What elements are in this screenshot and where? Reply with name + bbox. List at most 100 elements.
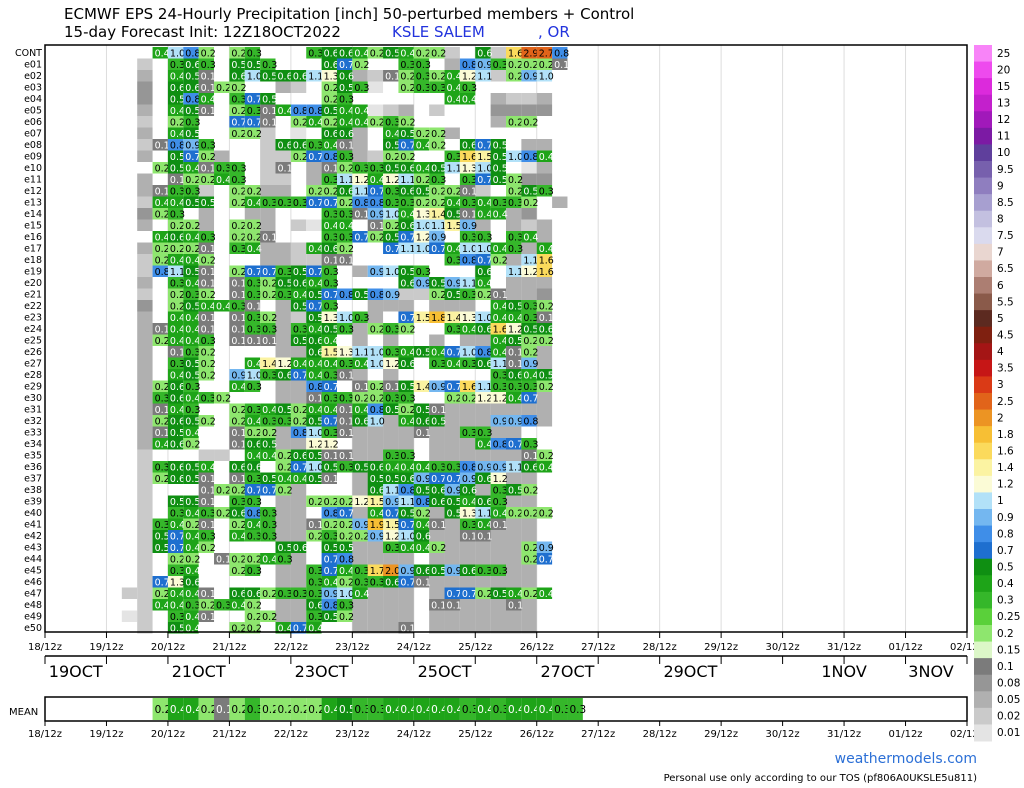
heatmap-cell xyxy=(275,553,291,565)
cell-value-label: 1.1 xyxy=(170,267,185,278)
cell-value-label: 0.1 xyxy=(231,428,246,439)
cell-value-label: 0.3 xyxy=(339,324,354,335)
faint-cell xyxy=(506,576,522,588)
heatmap-cell xyxy=(336,518,353,530)
heatmap-cell xyxy=(367,219,384,231)
heatmap-cell xyxy=(459,150,476,162)
cell-value-label: 0.4 xyxy=(185,163,200,174)
cell-value-label: 0.4 xyxy=(354,405,369,416)
cell-value-label: 0.6 xyxy=(416,566,431,577)
cell-value-label: 0.4 xyxy=(539,152,554,163)
heatmap-cell xyxy=(506,346,522,358)
faint-cell xyxy=(352,70,368,82)
heatmap-cell xyxy=(536,449,553,461)
date-label: 1NOV xyxy=(821,662,866,681)
faint-cell xyxy=(290,242,307,254)
heatmap-cell xyxy=(244,610,261,622)
cell-value-label: 0.3 xyxy=(416,71,431,82)
mean-cell xyxy=(275,698,291,720)
cell-value-label: 0.3 xyxy=(185,186,200,197)
mean-cell xyxy=(260,698,276,720)
cell-value-label: 0.7 xyxy=(324,416,339,427)
heatmap-cell xyxy=(260,93,276,105)
heatmap-cell xyxy=(167,242,184,254)
cell-value-label: 0.8 xyxy=(339,290,354,301)
cell-value-label: 0.4 xyxy=(493,347,508,358)
heatmap-cell xyxy=(306,277,322,289)
cell-value-label: 0.2 xyxy=(231,232,246,243)
heatmap-cell xyxy=(167,47,184,59)
faint-cell xyxy=(137,242,153,254)
faint-cell xyxy=(398,610,414,622)
cell-value-label: 0.3 xyxy=(447,152,462,163)
cell-value-label: 0.4 xyxy=(247,198,262,209)
heatmap-cell xyxy=(336,47,353,59)
cell-value-label: 0.3 xyxy=(293,198,308,209)
heatmap-cell xyxy=(306,622,322,634)
heatmap-cell xyxy=(167,507,184,519)
heatmap-cell xyxy=(152,185,168,197)
heatmap-cell xyxy=(167,495,184,507)
member-label: e50 xyxy=(24,623,42,634)
cell-value-label: 0.3 xyxy=(170,359,185,370)
heatmap-cell xyxy=(167,277,184,289)
heatmap-cell xyxy=(260,311,276,323)
cell-value-label: 0.4 xyxy=(185,428,200,439)
faint-cell xyxy=(306,173,322,185)
cell-value-label: 0.5 xyxy=(354,462,369,473)
cell-value-label: 0.4 xyxy=(493,313,508,324)
heatmap-cell xyxy=(198,357,215,369)
heatmap-cell xyxy=(183,104,199,116)
heatmap-cell xyxy=(183,587,199,599)
cell-value-label: 0.2 xyxy=(324,94,339,105)
heatmap-cell xyxy=(321,392,337,404)
heatmap-cell xyxy=(336,461,353,473)
cell-value-label: 0.7 xyxy=(339,508,354,519)
legend-swatch xyxy=(974,293,992,311)
heatmap-cell xyxy=(367,208,384,220)
heatmap-cell xyxy=(521,369,537,381)
cell-value-label: 1.0 xyxy=(477,163,492,174)
faint-cell xyxy=(137,219,153,231)
site-link[interactable]: weathermodels.com xyxy=(835,751,977,767)
cell-value-label: 0.1 xyxy=(155,428,170,439)
station-state: , OR xyxy=(538,23,570,41)
cell-value-label: 0.2 xyxy=(170,244,185,255)
heatmap-cell xyxy=(536,369,553,381)
faint-cell xyxy=(352,265,368,277)
heatmap-cell xyxy=(183,357,199,369)
cell-value-label: 0.2 xyxy=(539,451,554,462)
heatmap-cell xyxy=(413,208,430,220)
heatmap-cell xyxy=(475,208,491,220)
heatmap-cell xyxy=(321,196,337,208)
faint-cell xyxy=(383,300,399,312)
legend-label: 0.1 xyxy=(997,661,1014,673)
heatmap-cell xyxy=(275,461,291,473)
cell-value-label: 0.7 xyxy=(324,566,339,577)
heatmap-cell xyxy=(198,484,215,496)
heatmap-cell xyxy=(152,47,168,59)
member-label: e14 xyxy=(24,209,42,220)
cell-value-label: 0.2 xyxy=(431,290,446,301)
heatmap-cell xyxy=(198,415,215,427)
cell-value-label: 0.2 xyxy=(477,589,492,600)
cell-value-label: 1.0 xyxy=(370,416,385,427)
cell-value-label: 0.3 xyxy=(324,232,339,243)
legend-swatch xyxy=(974,227,992,245)
cell-value-label: 0.2 xyxy=(247,129,262,140)
cell-value-label: 0.3 xyxy=(185,347,200,358)
heatmap-cell xyxy=(398,185,414,197)
faint-cell xyxy=(137,472,153,484)
heatmap-cell xyxy=(321,300,337,312)
faint-cell xyxy=(536,139,553,151)
heatmap-cell xyxy=(183,392,199,404)
cell-value-label: 0.5 xyxy=(385,163,400,174)
faint-cell xyxy=(260,242,276,254)
heatmap-cell xyxy=(321,415,337,427)
cell-value-label: 0.3 xyxy=(447,462,462,473)
cell-value-label: 0.9 xyxy=(477,60,492,71)
heatmap-cell xyxy=(490,484,506,496)
cell-value-label: 0.6 xyxy=(400,163,415,174)
legend-label: 9.5 xyxy=(997,164,1014,176)
cell-value-label: 0.2 xyxy=(370,48,385,59)
